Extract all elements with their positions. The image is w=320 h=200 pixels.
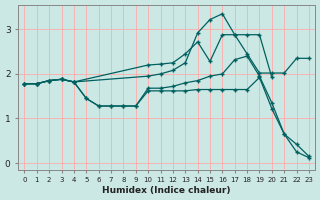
X-axis label: Humidex (Indice chaleur): Humidex (Indice chaleur) (102, 186, 231, 195)
